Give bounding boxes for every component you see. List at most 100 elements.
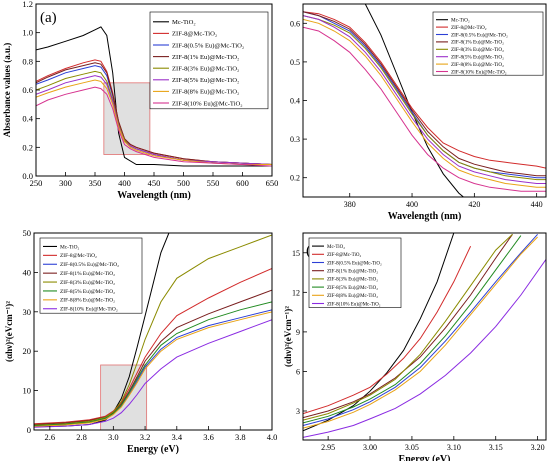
y-tick-label: 0: [27, 425, 31, 435]
x-tick-label: 500: [177, 178, 190, 188]
y-tick-label: 1.0: [22, 28, 33, 38]
legend-entry: Mc-TiO₂: [327, 245, 345, 250]
legend-entry: ZIF-8(8% Eu)@Mc-TiO₂: [60, 297, 115, 304]
legend-entry: ZIF-8(0.5% Eu)@Mc-TiO₂: [451, 31, 508, 38]
series-line-6: [303, 236, 538, 429]
x-tick-label: 3.6: [203, 432, 214, 442]
series-line-2: [303, 233, 538, 426]
y-tick-label: 30: [23, 307, 32, 317]
x-tick-label: 3.8: [235, 432, 246, 442]
x-tick-label: 350: [89, 178, 102, 188]
x-tick-label: 2.8: [76, 432, 87, 442]
legend-entry: ZIF-8(8% Eu)@Mc-TiO₂: [451, 61, 504, 68]
x-tick-label: 600: [236, 178, 249, 188]
x-tick-label: 250: [30, 178, 43, 188]
series-line-6: [36, 79, 272, 165]
y-tick-label: 10: [23, 386, 32, 396]
x-tick-label: 450: [148, 178, 161, 188]
x-tick-label: 4.0: [267, 432, 278, 442]
legend-box: [432, 11, 544, 76]
legend-entry: ZIF-8(10% Eu)@Mc-TiO₂: [172, 100, 243, 107]
series-line-4: [34, 234, 272, 426]
legend-entry: ZIF-8(10% Eu)@Mc-TiO₂: [327, 302, 381, 307]
legend-entry: ZIF-8(3% Eu)@Mc-TiO₂: [60, 279, 115, 286]
y-tick-label: 0.3: [290, 135, 300, 144]
x-tick-label: 3.10: [447, 443, 461, 452]
series-line-7: [36, 86, 272, 167]
x-tick-label: 3.15: [489, 443, 503, 452]
x-tick-label: 3.4: [171, 432, 182, 442]
x-tick-label: 400: [118, 178, 131, 188]
x-tick-label: 300: [59, 178, 72, 188]
legend-entry: ZIF-8(3% Eu)@Mc-TiO₂: [172, 66, 239, 73]
y-tick-label: 0.5: [290, 58, 300, 67]
panel-a: 250 300 350 400 450 500 550 600 650 0.0 0.2 0.4 0.6 0…: [2, 0, 278, 201]
legend-entry: ZIF-8@Mc-TiO₂: [60, 253, 97, 259]
plot-frame: [33, 232, 273, 431]
x-axis-label: Energy (eV): [399, 454, 451, 461]
legend-entry: ZIF-8(0.5% Eu)@Mc-TiO₂: [172, 42, 244, 49]
legend-entry: Mc-TiO₂: [60, 244, 79, 250]
x-tick-label: 2.95: [321, 443, 335, 452]
series-line-3: [303, 11, 546, 177]
series-line-1: [303, 11, 546, 169]
y-tick-label: 6: [296, 367, 300, 376]
x-tick-label: 3.20: [531, 443, 545, 452]
legend-box: [39, 237, 143, 314]
y-tick-label: 1.2: [22, 0, 33, 9]
series-line-4: [303, 233, 513, 421]
y-tick-label: 0.4: [22, 114, 33, 124]
y-tick-label: 0.2: [22, 142, 33, 152]
y-tick-label: 0.2: [290, 174, 300, 183]
legend-entry: ZIF-8(8% Eu)@Mc-TiO₂: [327, 294, 378, 299]
legend-entry: ZIF-8(5% Eu)@Mc-TiO₂: [327, 286, 378, 291]
y-tick-label: 50: [23, 228, 32, 238]
legend-box: [149, 11, 269, 110]
series-line-2: [34, 309, 272, 427]
y-axis-label: Absorbance values (a.u.): [2, 43, 12, 138]
x-tick-label: 3.00: [363, 443, 377, 452]
y-tick-label: 0.6: [290, 19, 300, 28]
x-tick-label: 3.05: [405, 443, 419, 452]
x-axis-label: Wavelength (nm): [117, 190, 191, 201]
x-axis-label: Energy (eV): [127, 444, 179, 455]
x-tick-label: 440: [531, 200, 543, 209]
legend-entry: Mc-TiO₂: [172, 19, 196, 26]
y-tick-label: 15: [292, 249, 300, 258]
legend-entry: Mc-TiO₂: [451, 18, 470, 24]
legend-entry: ZIF-8(3% Eu)@Mc-TiO₂: [451, 46, 504, 53]
legend-entry: ZIF-8(1% Eu)@Mc-TiO₂: [327, 269, 378, 274]
legend-entry: ZIF-8(1% Eu)@Mc-TiO₂: [451, 39, 504, 46]
series-line-0: [36, 26, 272, 167]
x-tick-label: 420: [468, 200, 480, 209]
series-line-5: [34, 301, 272, 427]
y-axis-label: (αhν)²(eVcm⁻¹)²: [283, 306, 293, 367]
panel-label: (a): [40, 10, 57, 26]
legend-entry: ZIF-8(5% Eu)@Mc-TiO₂: [451, 54, 504, 61]
series-line-5: [303, 235, 522, 424]
y-tick-label: 3: [296, 407, 300, 416]
legend-entry: ZIF-8(1% Eu)@Mc-TiO₂: [172, 54, 239, 61]
x-axis-label: Wavelength (nm): [388, 211, 462, 222]
y-tick-label: 0.8: [22, 56, 33, 66]
panel-b: 380 400 420 440 0.2 0.3 0.4 0.5 0.6 Wavelength (n…: [290, 3, 547, 222]
legend-box: [308, 237, 402, 308]
x-tick-label: 3.0: [108, 432, 119, 442]
y-tick-label: 0.4: [290, 97, 300, 106]
legend-entry: ZIF-8(1% Eu)@Mc-TiO₂: [60, 270, 115, 277]
y-tick-label: 40: [23, 267, 32, 277]
x-tick-label: 400: [406, 200, 418, 209]
series-line-0: [364, 4, 465, 197]
panel-c: 2.6 2.8 3.0 3.2 3.4 3.6 3.8 4.0 0 10 20 30 40 50 Energ…: [4, 228, 277, 455]
x-tick-label: 380: [344, 200, 356, 209]
y-tick-label: 0.0: [22, 171, 33, 181]
legend-entry: ZIF-8(10% Eu)@Mc-TiO₂: [451, 68, 507, 75]
series-line-4: [303, 15, 546, 181]
series-line-6: [303, 18, 546, 188]
legend-entry: ZIF-8(5% Eu)@Mc-TiO₂: [60, 288, 115, 295]
legend-entry: ZIF-8(10% Eu)@Mc-TiO₂: [60, 306, 118, 313]
panel-d: 2.95 3.00 3.05 3.10 3.15 3.20 3 6 9 12 15 Energy (e…: [283, 232, 547, 461]
series-line-1: [34, 268, 272, 425]
y-axis-label: (αhν)²(eVcm⁻¹)²: [4, 301, 14, 362]
